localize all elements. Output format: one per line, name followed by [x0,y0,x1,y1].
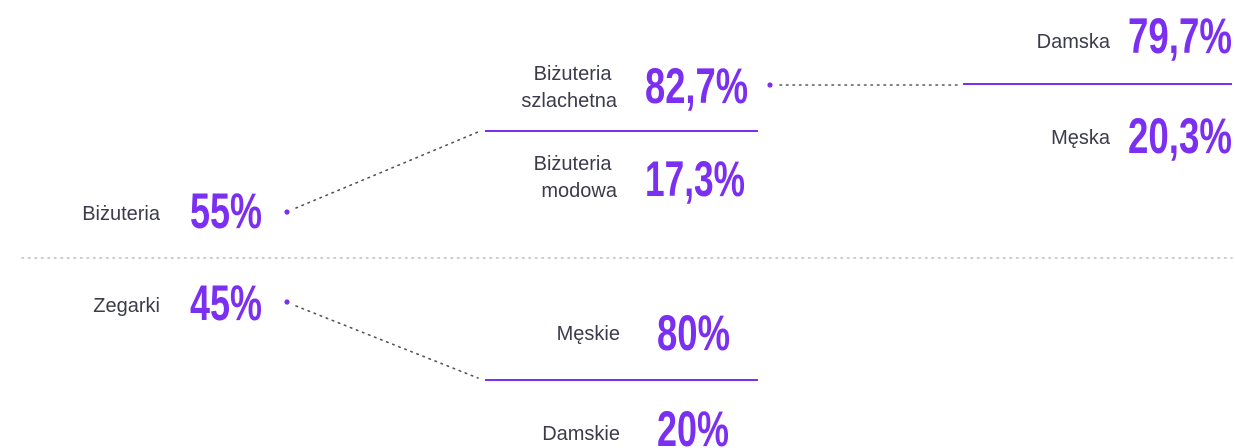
node-value: 17,3% [645,151,745,207]
node-label: Biżuteria szlachetna [521,63,617,112]
connector [295,305,479,379]
label-line: szlachetna [521,90,617,112]
label-line: Biżuteria [534,153,613,175]
label-line: modowa [541,180,617,202]
label-line: Biżuteria [82,203,161,225]
node-label: Biżuteria [82,203,161,225]
node-value: 55% [190,183,262,239]
label-line: Męskie [557,323,620,345]
node-value: 20% [657,401,729,448]
node-label: Męska [1051,127,1111,149]
node-value: 80% [657,305,730,361]
node-label: Damskie [542,423,620,445]
node-label: Damska [1037,31,1111,53]
node-value: 20,3% [1128,108,1232,164]
node-dot [284,299,290,305]
label-line: Damskie [542,423,620,445]
node-value: 45% [190,275,262,331]
label-line: Damska [1037,31,1111,53]
node-dot [767,82,773,88]
node-value: 79,7% [1128,8,1232,64]
label-line: Biżuteria [534,63,613,85]
node-label: Zegarki [93,295,160,317]
label-line: Zegarki [93,295,160,317]
node-dot [284,209,290,215]
node-label: Męskie [557,323,620,345]
connector [295,131,479,209]
node-value: 82,7% [645,58,748,114]
node-label: Biżuteria modowa [534,153,618,202]
label-line: Męska [1051,127,1111,149]
